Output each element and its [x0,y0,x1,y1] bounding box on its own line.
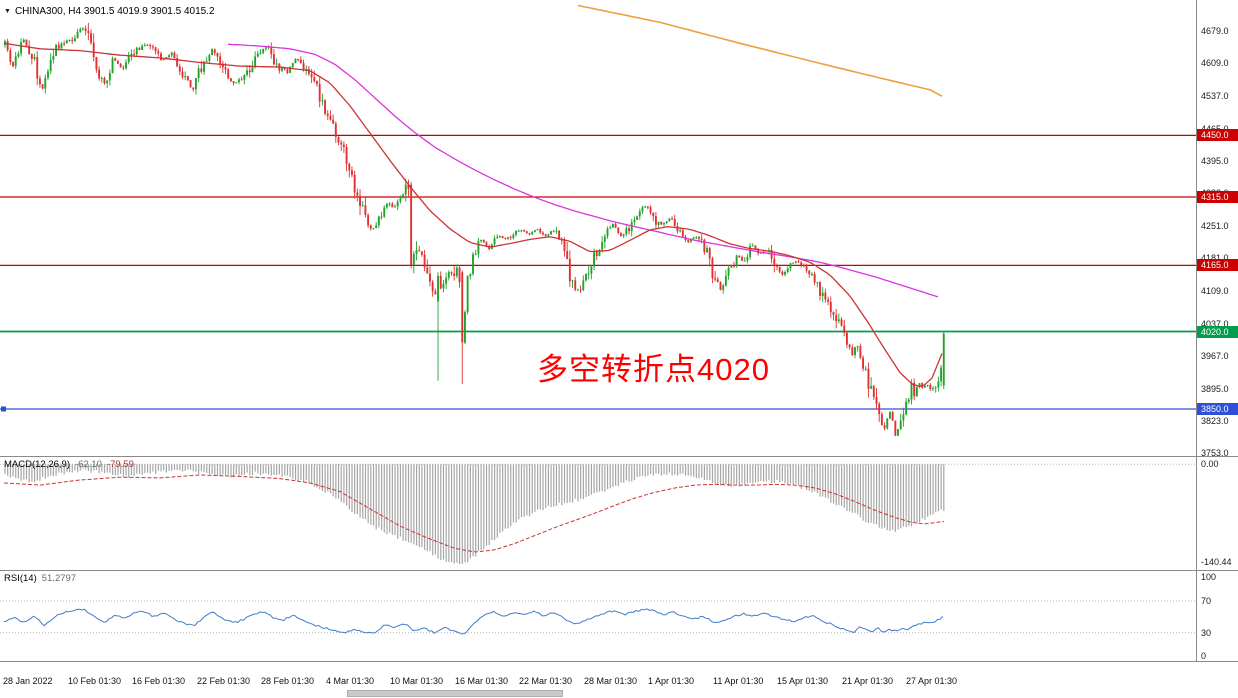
rsi-axis-label: 30 [1201,627,1212,638]
slow-moving-average [227,43,939,298]
time-label: 1 Apr 01:30 [648,676,695,686]
price-tick-label: 4181.0 [1201,253,1229,263]
price-tick-label: 4609.0 [1201,57,1229,68]
fast-moving-average [3,42,943,388]
time-label: 28 Feb 01:30 [261,676,315,686]
price-axis: 4679.04609.04537.04465.04395.04323.04251… [1196,0,1238,457]
rsi-value: 51.2797 [41,573,77,584]
price-tick-label: 4037.0 [1201,318,1229,329]
macd-chart[interactable] [0,457,1196,570]
time-label: 10 Mar 01:30 [390,676,444,686]
price-tick-label: 3823.0 [1201,416,1229,427]
price-badge-3850.0: 3850.0 [1197,403,1238,415]
rsi-axis: 100 70 30 0 [1196,571,1238,662]
main-chart-pane[interactable]: ▼ CHINA300, H4 3901.5 4019.9 3901.5 4015.… [0,0,1196,457]
rsi-axis-label: 100 [1201,572,1217,583]
macd-signal-value: -79.59 [106,459,134,470]
price-badge-4450.0: 4450.0 [1197,129,1238,141]
rsi-chart[interactable] [0,571,1196,661]
price-tick-label: 4251.0 [1201,221,1229,232]
time-label: 10 Feb 01:30 [68,676,122,686]
macd-pane[interactable]: MACD(12,26,9) -62.10 -79.59 [0,457,1196,571]
price-tick-label: 3967.0 [1201,350,1229,361]
time-label: 15 Apr 01:30 [777,676,829,686]
price-tick-label: 3753.0 [1201,448,1229,457]
symbol-info: ▼ CHINA300, H4 3901.5 4019.9 3901.5 4015.… [4,6,215,17]
descending-trendline [577,4,943,97]
time-label: 4 Mar 01:30 [326,676,375,686]
time-label: 22 Feb 01:30 [197,676,251,686]
time-label: 11 Apr 01:30 [713,676,764,686]
chart-annotation-text[interactable]: 多空转折点4020 [537,352,770,387]
macd-label: MACD(12,26,9) -62.10 -79.59 [4,459,134,470]
price-badge-4315.0: 4315.0 [1197,191,1238,203]
rsi-axis-label: 70 [1201,596,1212,606]
time-axis: 28 Jan 2022 10 Feb 01:30 16 Feb 01:30 22 Fe… [0,662,1238,698]
macd-histogram [4,464,945,565]
price-tick-label: 4679.0 [1201,26,1229,36]
symbol-ohlc-text: CHINA300, H4 3901.5 4019.9 3901.5 4015.2 [14,6,215,17]
macd-signal-line [3,474,945,553]
macd-name: MACD(12,26,9) [4,459,70,470]
macd-axis-label: -140.44 [1201,557,1232,567]
rsi-name: RSI(14) [4,573,37,584]
rsi-axis-label: 0 [1201,651,1207,662]
candles [4,22,945,437]
time-label: 16 Feb 01:30 [132,676,186,686]
price-tick-label: 4395.0 [1201,155,1229,166]
rsi-pane[interactable]: RSI(14) 51.2797 [0,571,1196,662]
price-tick-label: 4109.0 [1201,285,1229,296]
symbol-dropdown-icon[interactable]: ▼ [4,8,11,15]
price-tick-label: 4465.0 [1201,124,1229,134]
time-label: 22 Mar 01:30 [519,676,573,686]
price-badge-4165.0: 4165.0 [1197,259,1238,271]
hline-handle[interactable] [1,406,6,412]
time-label: 21 Apr 01:30 [842,676,894,686]
time-label: 16 Mar 01:30 [455,676,509,686]
rsi-line [3,608,944,635]
rsi-label: RSI(14) 51.2797 [4,573,76,584]
macd-axis: 0.00 -140.44 [1196,457,1238,571]
candlestick-chart[interactable] [0,0,1196,456]
price-tick-label: 4537.0 [1201,90,1229,101]
time-label: 27 Apr 01:30 [906,676,958,686]
price-badge-4020.0: 4020.0 [1197,326,1238,338]
horizontal-scrollbar-thumb[interactable] [347,690,563,697]
time-label: 28 Mar 01:30 [584,676,638,686]
time-label: 28 Jan 2022 [3,676,53,686]
macd-main-value: -62.10 [75,459,102,470]
macd-axis-label: 0.00 [1201,459,1219,470]
horizontal-lines [0,134,1196,412]
price-tick-label: 3895.0 [1201,383,1229,394]
